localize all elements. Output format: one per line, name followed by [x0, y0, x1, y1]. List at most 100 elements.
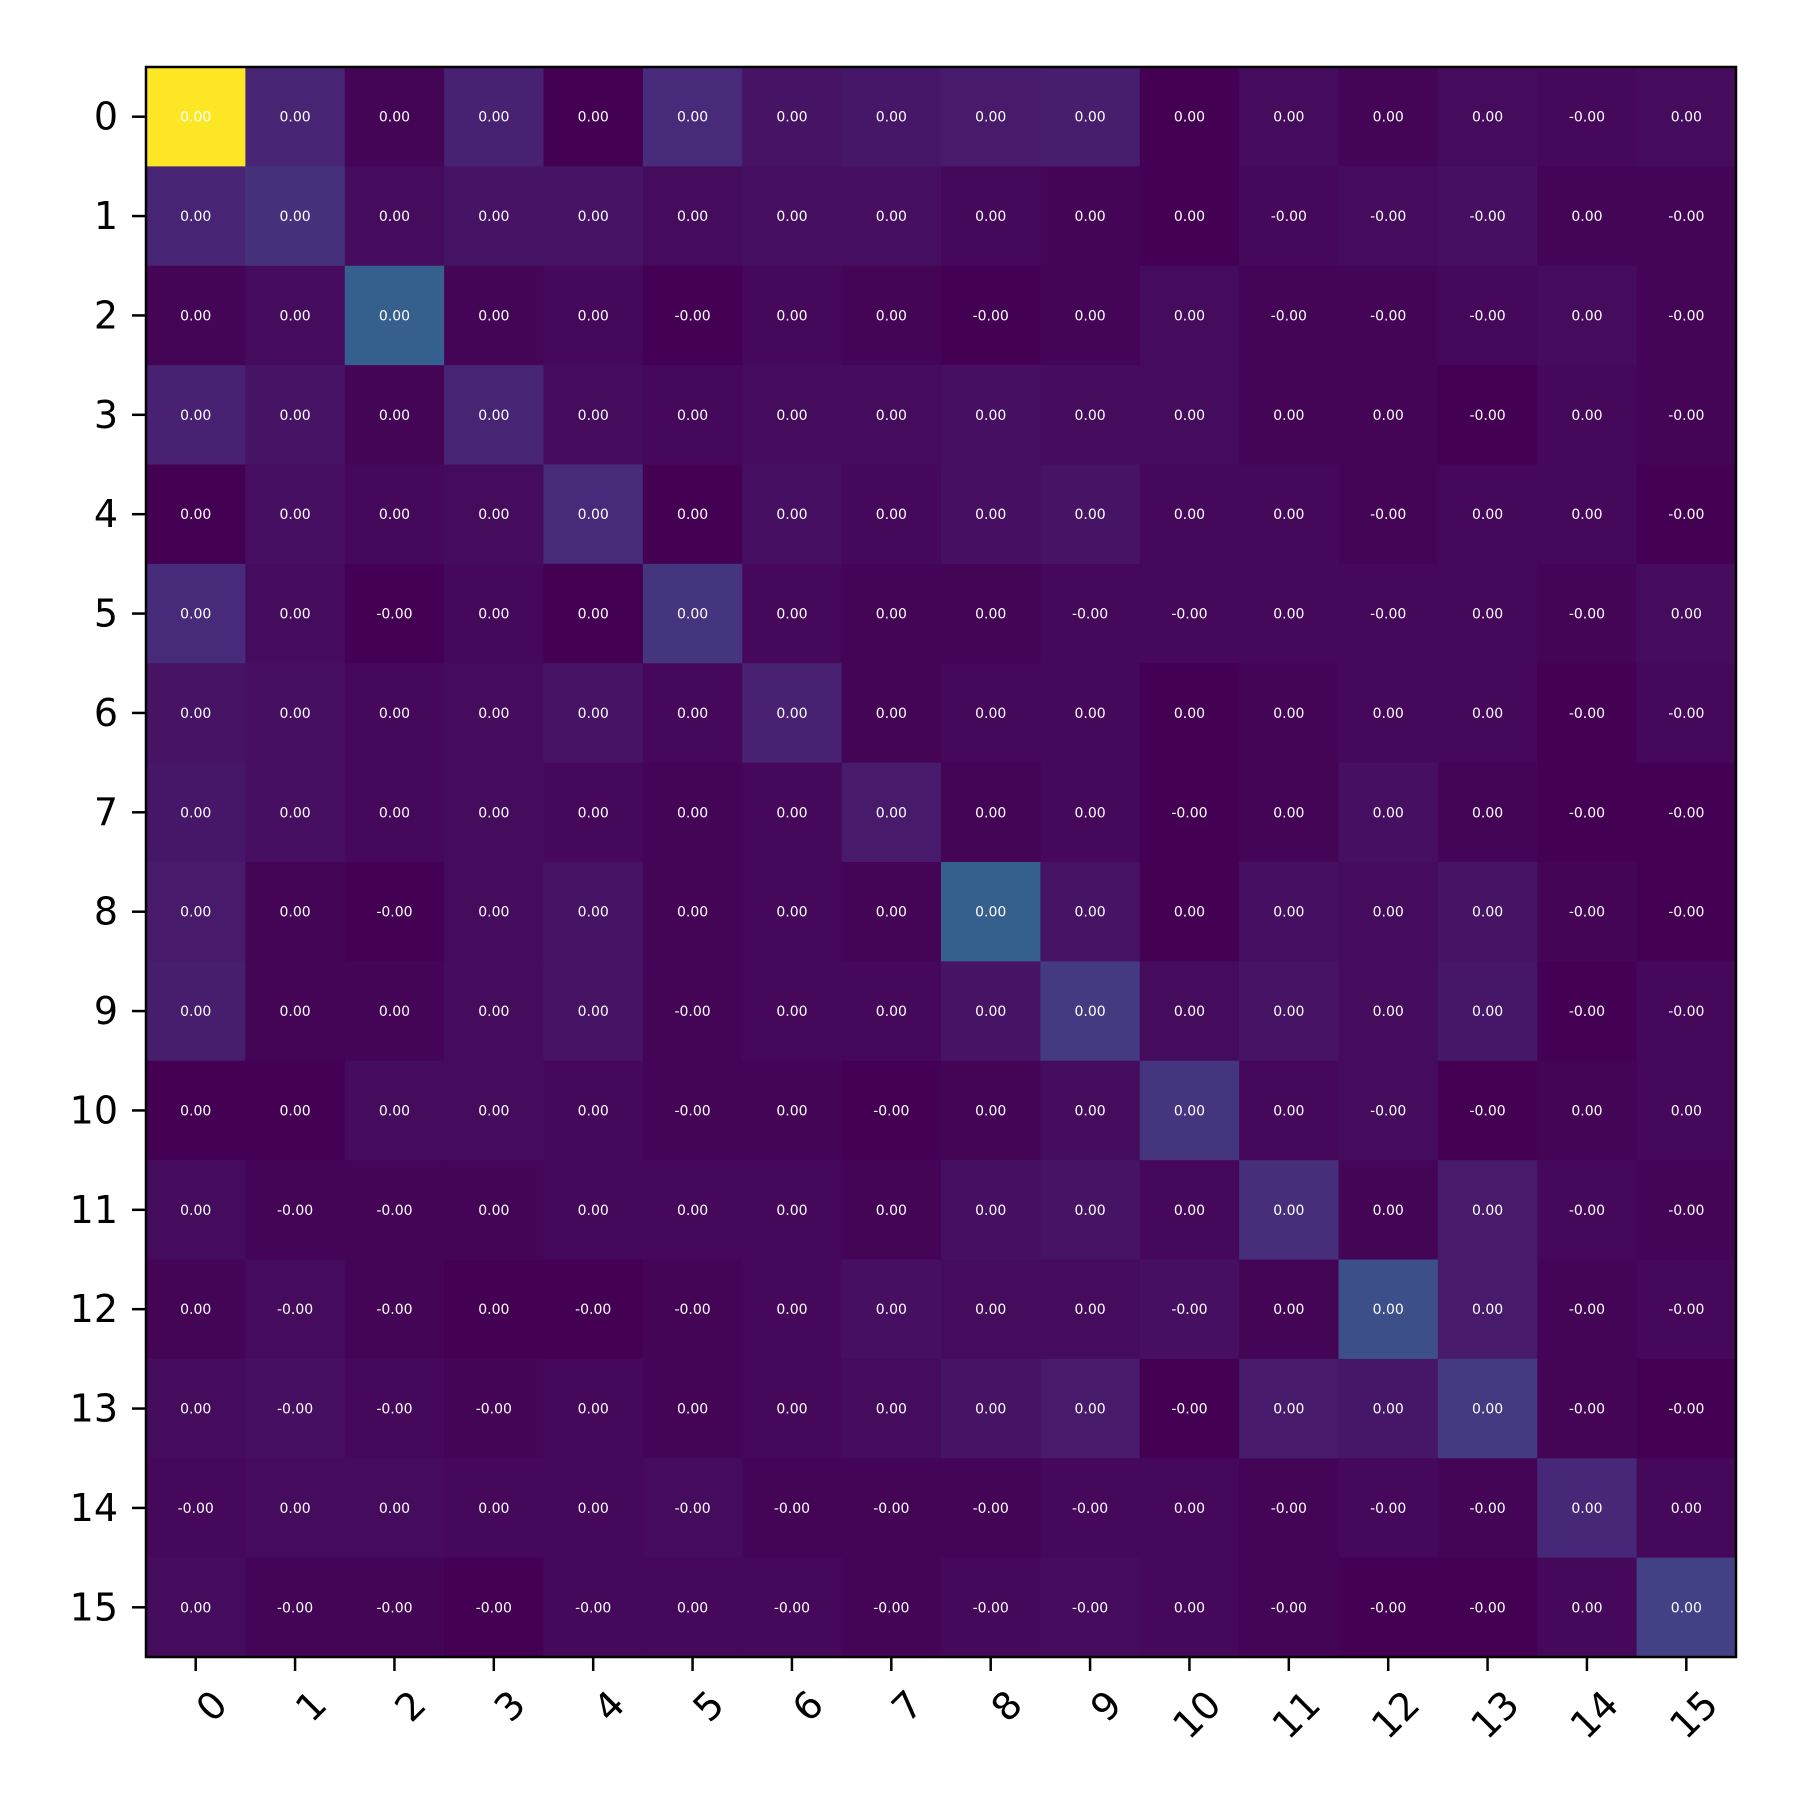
cell-value-label: 0.00: [776, 706, 807, 722]
cell-value-label: 0.00: [279, 805, 310, 821]
cell-value-label: 0.00: [578, 209, 609, 225]
cell-value-label: -0.00: [1668, 805, 1704, 821]
y-tick-label: 2: [94, 293, 118, 337]
heatmap-cell-r0-c5: [642, 67, 743, 167]
cell-value-label: -0.00: [1370, 507, 1406, 523]
heatmap-cell-r12-c1: [245, 1259, 346, 1360]
cell-value-label: 0.00: [1472, 1004, 1503, 1020]
heatmap-cell-r14-c14: [1537, 1458, 1638, 1559]
cell-value-label: 0.00: [1174, 507, 1205, 523]
heatmap-cell-r0-c4: [543, 67, 644, 167]
cell-value-label: -0.00: [674, 1004, 710, 1020]
cell-value-label: -0.00: [1668, 1402, 1704, 1418]
heatmap-cell-r0-c11: [1239, 67, 1340, 167]
cell-value-label: 0.00: [1074, 507, 1105, 523]
cell-value-label: -0.00: [973, 1501, 1009, 1517]
heatmap-cell-r0-c13: [1437, 67, 1538, 167]
y-tick-label: 13: [70, 1387, 118, 1431]
cell-value-label: 0.00: [279, 905, 310, 921]
heatmap-cell-r14-c10: [1139, 1458, 1240, 1559]
heatmap-cell-r14-c6: [742, 1458, 843, 1559]
heatmap-cell-r1-c2: [344, 166, 445, 267]
cell-value-label: -0.00: [476, 1600, 512, 1616]
cell-value-label: 0.00: [578, 308, 609, 324]
cell-value-label: 0.00: [1174, 209, 1205, 225]
cell-value-label: -0.00: [376, 1402, 412, 1418]
heatmap-cell-r15-c8: [941, 1557, 1041, 1658]
heatmap-cell-r4-c5: [642, 464, 743, 565]
heatmap-cell-r14-c3: [444, 1458, 545, 1559]
cell-value-label: 0.00: [1373, 1203, 1404, 1219]
heatmap-cell-r8-c6: [742, 862, 843, 962]
cell-value-label: 0.00: [1671, 1501, 1702, 1517]
cell-value-label: -0.00: [1469, 1600, 1505, 1616]
heatmap-cell-r3-c5: [642, 365, 743, 466]
cell-value-label: 0.00: [677, 706, 708, 722]
heatmap-cell-r2-c7: [841, 265, 942, 366]
heatmap-cell-r3-c13: [1437, 365, 1538, 466]
cell-value-label: -0.00: [1668, 308, 1704, 324]
heatmap-cell-r4-c15: [1636, 464, 1737, 565]
heatmap-cell-r5-c5: [642, 563, 743, 664]
heatmap-cell-r14-c9: [1040, 1458, 1141, 1559]
cell-value-label: 0.00: [776, 1004, 807, 1020]
heatmap-cell-r10-c10: [1139, 1060, 1240, 1161]
heatmap-cell-r0-c2: [344, 67, 445, 167]
heatmap-cell-r0-c9: [1040, 67, 1141, 167]
cell-value-label: 0.00: [776, 1402, 807, 1418]
heatmap-cell-r5-c2: [344, 563, 445, 664]
heatmap-cell-r3-c7: [841, 365, 942, 466]
heatmap-cell-r7-c5: [642, 762, 743, 863]
heatmap-cell-r2-c13: [1437, 265, 1538, 366]
cell-value-label: 0.00: [677, 110, 708, 126]
heatmap-cell-r7-c2: [344, 762, 445, 863]
cell-value-label: 0.00: [1671, 110, 1702, 126]
heatmap-cell-r15-c13: [1437, 1557, 1538, 1658]
heatmap-cell-r13-c5: [642, 1358, 743, 1459]
heatmap-cell-r13-c13: [1437, 1358, 1538, 1459]
cell-value-label: -0.00: [1569, 607, 1605, 623]
cell-value-label: 0.00: [578, 607, 609, 623]
y-tick-label: 4: [94, 492, 118, 536]
x-tick-label: 0: [188, 1682, 236, 1730]
heatmap-cell-r5-c4: [543, 563, 644, 664]
heatmap-cell-r4-c8: [941, 464, 1041, 565]
heatmap-cell-r8-c5: [642, 862, 743, 962]
heatmap-cell-r7-c14: [1537, 762, 1638, 863]
heatmap-cell-r15-c7: [841, 1557, 942, 1658]
cell-value-label: 0.00: [578, 1402, 609, 1418]
cell-value-label: 0.00: [975, 1203, 1006, 1219]
cell-value-label: 0.00: [677, 209, 708, 225]
heatmap-cell-r6-c0: [146, 663, 246, 764]
heatmap-cell-r15-c9: [1040, 1557, 1141, 1658]
cell-value-label: 0.00: [876, 408, 907, 424]
cell-value-label: -0.00: [1271, 308, 1307, 324]
heatmap-cell-r1-c3: [444, 166, 545, 267]
cell-value-label: -0.00: [1569, 706, 1605, 722]
cell-value-label: 0.00: [1373, 110, 1404, 126]
heatmap-cell-r13-c10: [1139, 1358, 1240, 1459]
cell-value-label: 0.00: [1472, 805, 1503, 821]
cell-value-label: 0.00: [1373, 1004, 1404, 1020]
heatmap-cell-r4-c0: [146, 464, 246, 565]
cell-value-label: 0.00: [478, 209, 509, 225]
heatmap-cell-r5-c14: [1537, 563, 1638, 664]
cell-value-label: 0.00: [180, 507, 211, 523]
cell-value-label: 0.00: [1571, 308, 1602, 324]
y-tick-label: 11: [70, 1188, 118, 1232]
cell-value-label: 0.00: [1373, 1302, 1404, 1318]
cell-value-label: 0.00: [180, 1600, 211, 1616]
cell-value-label: 0.00: [1174, 308, 1205, 324]
cell-value-label: 0.00: [1174, 1501, 1205, 1517]
cell-value-label: 0.00: [1074, 805, 1105, 821]
cell-value-label: 0.00: [478, 1302, 509, 1318]
cell-value-label: 0.00: [1174, 1004, 1205, 1020]
heatmap-cell-r14-c13: [1437, 1458, 1538, 1559]
cell-value-label: 0.00: [1273, 805, 1304, 821]
heatmap-cell-r13-c0: [146, 1358, 246, 1459]
cell-value-label: 0.00: [379, 805, 410, 821]
heatmap-cell-r7-c12: [1338, 762, 1439, 863]
heatmap-cell-r0-c7: [841, 67, 942, 167]
cell-value-label: 0.00: [1671, 607, 1702, 623]
heatmap-cell-r7-c10: [1139, 762, 1240, 863]
